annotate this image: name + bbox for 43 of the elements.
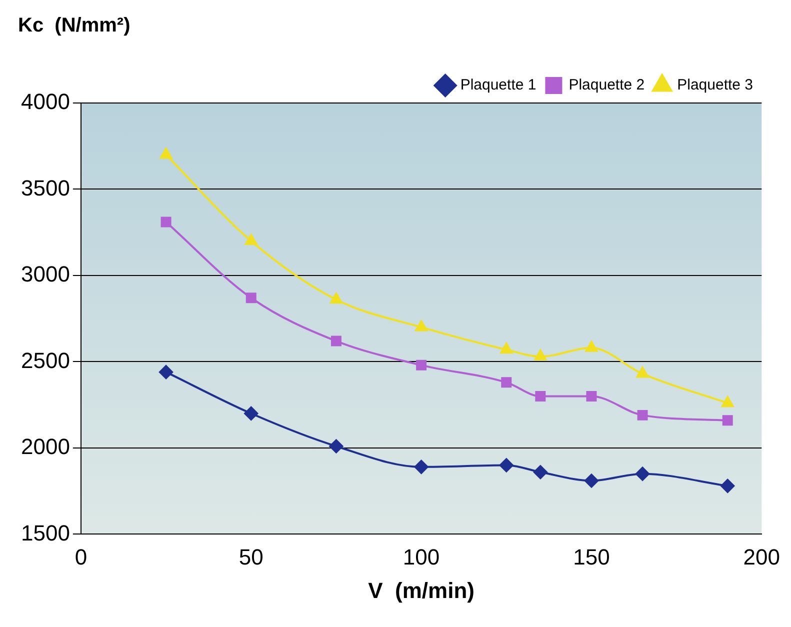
y-tick-label: 4000 [20, 89, 70, 114]
point [722, 415, 733, 426]
x-tick-label: 0 [74, 544, 88, 570]
point [637, 410, 648, 420]
point [500, 342, 513, 354]
point [160, 216, 172, 228]
point [586, 390, 597, 402]
legend-label: Plaquette 2 [568, 76, 645, 94]
x-tick-label: 50 [238, 544, 264, 570]
legend-label: Plaquette 1 [460, 76, 536, 94]
point [535, 390, 546, 402]
y-tick-label: 3000 [20, 262, 70, 287]
point [330, 292, 342, 304]
point [636, 366, 649, 378]
point [721, 396, 734, 408]
point [585, 340, 598, 352]
point [244, 234, 258, 245]
point [416, 360, 427, 370]
x-tick-label: 150 [573, 544, 610, 570]
y-tick-label: 2500 [20, 348, 70, 373]
y-axis-title: Kc (N/mm²) [18, 14, 130, 37]
y-tick-label: 3500 [20, 175, 70, 200]
x-tick-label: 200 [743, 544, 780, 570]
x-axis-title: V (m/min) [368, 578, 474, 603]
x-tick-label: 100 [402, 544, 440, 570]
legend-label: Plaquette 3 [677, 76, 754, 94]
point [159, 365, 174, 380]
point [534, 350, 547, 361]
y-tick-label: 1500 [20, 520, 70, 546]
point [584, 474, 598, 488]
point [330, 336, 342, 346]
point [329, 439, 344, 454]
point [246, 292, 256, 304]
point [533, 465, 548, 480]
point [720, 478, 735, 493]
point [160, 148, 172, 159]
point [636, 466, 650, 481]
point [501, 377, 512, 388]
point [414, 460, 428, 474]
point [415, 320, 428, 332]
y-tick-label: 2000 [20, 434, 70, 460]
point [244, 406, 258, 420]
point [499, 458, 514, 472]
